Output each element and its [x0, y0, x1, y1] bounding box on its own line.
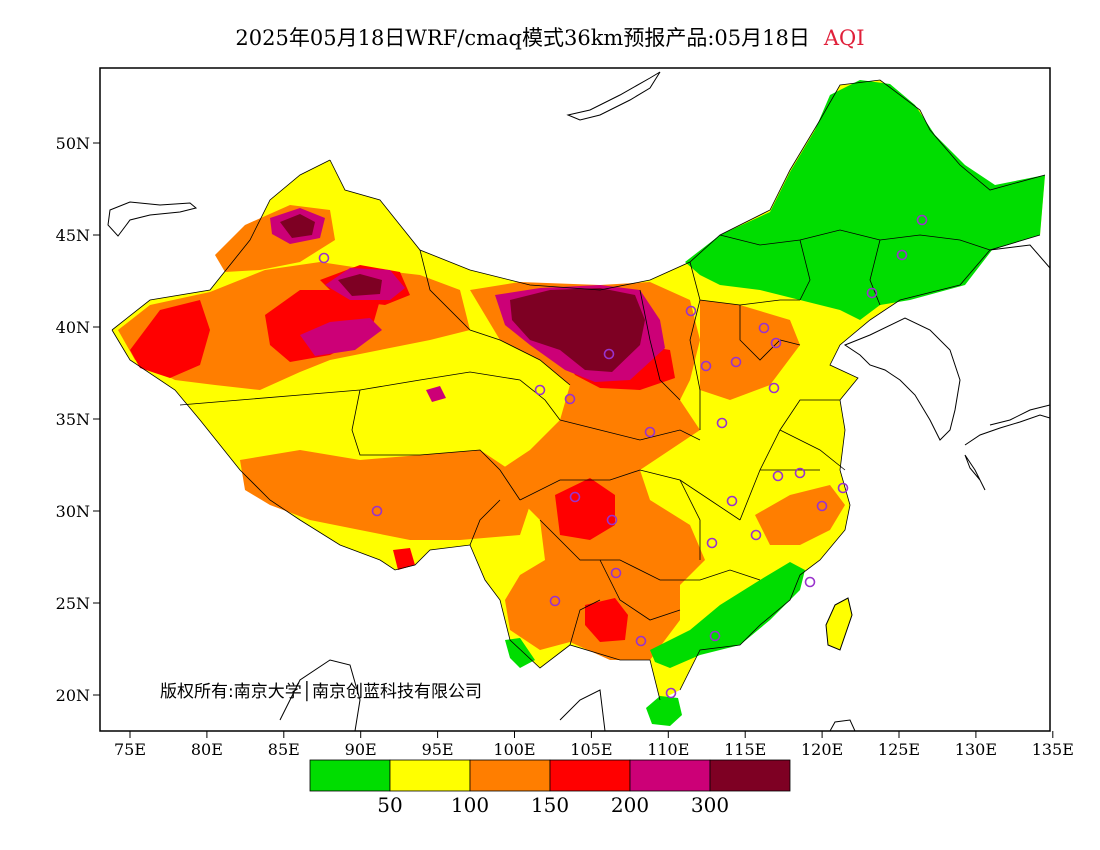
- region-unhealthy-7: [393, 548, 415, 570]
- station-marker: [635, 635, 647, 647]
- lon-label: 85E: [268, 740, 300, 759]
- legend-swatch: [469, 759, 551, 792]
- region-good-northeast: [685, 80, 1045, 320]
- legend-swatch: [389, 759, 471, 792]
- station-marker: [709, 630, 721, 642]
- station-marker: [610, 567, 622, 579]
- lat-label: 40N: [56, 318, 90, 337]
- chart-title: 2025年05月18日WRF/cmaq模式36km预报产品:05月18日 AQI: [0, 22, 1100, 52]
- legend-label: 50: [377, 793, 402, 817]
- region-very-unhealthy-5: [426, 386, 446, 402]
- station-marker: [606, 514, 618, 526]
- station-marker: [730, 356, 742, 368]
- station-marker: [896, 249, 908, 261]
- color-legend: 50 100 150 200 300: [309, 759, 791, 817]
- station-marker: [549, 595, 561, 607]
- legend-label: 100: [451, 793, 489, 817]
- station-marker: [726, 495, 738, 507]
- lon-label: 105E: [570, 740, 612, 759]
- lon-label: 80E: [191, 740, 223, 759]
- lat-label: 50N: [56, 134, 90, 153]
- station-marker: [569, 491, 581, 503]
- lon-label: 130E: [955, 740, 997, 759]
- region-very-unhealthy-3: [300, 318, 382, 356]
- lat-label: 35N: [56, 410, 90, 429]
- region-hazardous-1: [280, 214, 315, 238]
- region-hazardous-3: [510, 288, 645, 372]
- lon-label: 125E: [878, 740, 920, 759]
- lon-label: 90E: [345, 740, 377, 759]
- legend-label: 300: [691, 793, 729, 817]
- lon-label: 120E: [801, 740, 843, 759]
- station-marker: [716, 417, 728, 429]
- copyright-text: 版权所有:南京大学│南京创蓝科技有限公司: [160, 681, 482, 702]
- region-unhealthy-5: [585, 598, 628, 642]
- station-marker: [685, 305, 697, 317]
- station-marker: [758, 322, 770, 334]
- station-marker: [804, 576, 816, 588]
- title-variable: AQI: [823, 26, 865, 50]
- station-marker: [866, 287, 878, 299]
- region-good-hainan: [646, 696, 682, 726]
- lat-label: 30N: [56, 502, 90, 521]
- station-marker: [603, 348, 615, 360]
- legend-label: 200: [611, 793, 649, 817]
- lat-label: 20N: [56, 686, 90, 705]
- title-main: 2025年05月18日WRF/cmaq模式36km预报产品:05月18日: [235, 26, 810, 50]
- region-sensitive-tibet: [240, 450, 530, 540]
- station-marker: [318, 252, 330, 264]
- station-marker: [916, 214, 928, 226]
- station-marker: [534, 384, 546, 396]
- station-marker: [371, 505, 383, 517]
- station-marker: [837, 482, 849, 494]
- station-marker: [750, 529, 762, 541]
- region-hazardous-2: [338, 274, 382, 296]
- legend-swatch: [549, 759, 631, 792]
- lon-label: 75E: [114, 740, 146, 759]
- station-marker: [794, 467, 806, 479]
- station-marker: [768, 382, 780, 394]
- station-marker: [706, 537, 718, 549]
- region-sensitive-southeast: [755, 485, 845, 545]
- station-marker: [564, 393, 576, 405]
- lon-label: 115E: [724, 740, 766, 759]
- map-content: [107, 71, 1050, 731]
- lon-label: 100E: [493, 740, 535, 759]
- region-good-south: [650, 562, 805, 668]
- region-good-taiwan: [825, 597, 853, 651]
- axis-layer: 75E 80E 85E 90E 95E 100E 105E 110E 115E 120E 125E 1…: [56, 134, 1074, 759]
- lat-label: 25N: [56, 594, 90, 613]
- station-marker: [770, 337, 782, 349]
- lon-label: 135E: [1032, 740, 1074, 759]
- legend-swatch: [309, 759, 391, 792]
- station-marker: [816, 500, 828, 512]
- legend-swatch: [709, 759, 791, 792]
- lon-label: 95E: [422, 740, 454, 759]
- legend-label: 150: [531, 793, 569, 817]
- station-marker: [644, 426, 656, 438]
- station-marker: [665, 687, 677, 699]
- legend-swatch: [629, 759, 711, 792]
- station-marker: [772, 470, 784, 482]
- region-unhealthy-1: [130, 300, 210, 378]
- neighbor-borders: [107, 71, 1050, 731]
- lon-label: 110E: [647, 740, 689, 759]
- region-good-southwest: [505, 638, 535, 668]
- station-marker: [700, 360, 712, 372]
- region-unhealthy-4: [555, 478, 615, 540]
- plot-frame: [99, 67, 1051, 732]
- lat-label: 45N: [56, 226, 90, 245]
- station-markers: [318, 214, 928, 699]
